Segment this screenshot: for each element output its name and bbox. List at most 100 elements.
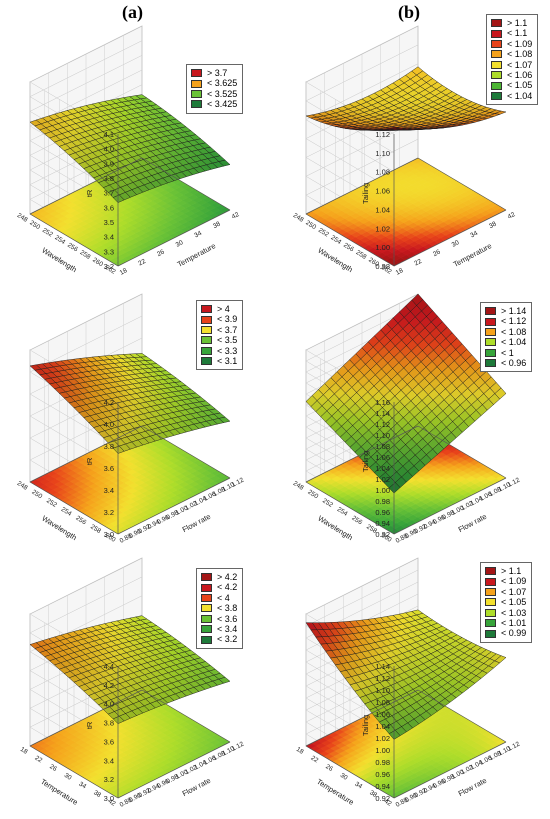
z-tick-label: 3.2 (104, 508, 114, 517)
legend-swatch (491, 19, 502, 28)
z-tick-label: 1.08 (375, 442, 390, 451)
legend-label: < 1.04 (501, 337, 527, 348)
z-tick-label: 4.0 (104, 145, 114, 154)
legend-entry: < 1.05 (485, 597, 526, 607)
surface-plot-b1: 0.981.001.021.041.061.081.101.12Tailing2… (292, 25, 517, 277)
z-tick-label: 1.10 (375, 149, 390, 158)
z-tick-label: 0.98 (375, 497, 390, 506)
legend-entry: < 3.2 (201, 634, 237, 644)
axis-edge (305, 213, 395, 267)
y-tick-label: 248 (292, 212, 305, 224)
z-tick-label: 3.6 (104, 737, 114, 746)
z-tick-label: 3.3 (104, 247, 114, 256)
axis-edge (417, 425, 507, 479)
legend-label: < 3.2 (217, 634, 238, 645)
x-tick-label: 34 (469, 230, 479, 240)
legend-entry: > 1.1 (485, 566, 526, 576)
z-tick-label: 3.0 (104, 794, 114, 803)
y-tick-label: 250 (30, 489, 43, 501)
x-tick-label: 26 (432, 248, 442, 258)
legend-swatch (201, 357, 212, 366)
legend-entry: > 1.1 (491, 18, 532, 28)
y-tick-label: 34 (77, 781, 87, 791)
legend-swatch (485, 619, 496, 628)
axis-edge (141, 689, 231, 743)
z-tick-label: 3.9 (104, 159, 114, 168)
legend-entry: < 1.08 (485, 327, 526, 337)
z-tick-label: 1.06 (375, 710, 390, 719)
y-tick-label: 38 (368, 789, 378, 799)
x-tick-label: 26 (156, 248, 166, 258)
x-tick-label: 18 (119, 267, 129, 277)
x-tick-label: 1.12 (231, 740, 246, 752)
z-axis-label: Tailing (361, 451, 370, 472)
z-tick-label: 0.94 (375, 519, 390, 528)
x-axis-label: Flow rate (181, 512, 212, 534)
z-tick-label: 3.4 (104, 233, 114, 242)
legend-swatch (491, 71, 502, 80)
legend-entry: < 3.6 (201, 614, 237, 624)
z-tick-label: 3.4 (104, 756, 114, 765)
legend-entry: < 1.09 (485, 576, 526, 586)
legend-label: < 3.8 (217, 603, 238, 614)
legend-label: < 3.9 (217, 314, 238, 325)
y-tick-label: 34 (353, 781, 363, 791)
z-tick-label: 0.94 (375, 782, 390, 791)
legend-label: < 1.08 (501, 326, 527, 337)
z-tick-label: 1.16 (375, 398, 390, 407)
legend-a1: > 3.7 < 3.625 < 3.525 < 3.425 (186, 64, 244, 114)
axis-edge (393, 209, 507, 267)
chart-panel-b3: 0.92 0.94 0.96 0.98 1.00 1.02 1.04 1.06 1.08 1.10… (276, 546, 548, 818)
legend-label: < 3.7 (217, 324, 238, 335)
y-tick-label: 252 (321, 497, 334, 509)
legend-label: < 0.96 (501, 358, 527, 369)
z-tick-label: 3.5 (104, 218, 114, 227)
z-tick-label: 0.96 (375, 770, 390, 779)
x-tick-label: 1.12 (507, 476, 522, 488)
legend-label: < 1.07 (501, 586, 527, 597)
z-tick-label: 0.98 (375, 262, 390, 271)
y-tick-label: 260 (367, 257, 380, 269)
legend-label: < 3.4 (217, 624, 238, 635)
z-tick-label: 1.10 (375, 431, 390, 440)
x-tick-label: 22 (413, 258, 423, 268)
z-tick-label: 1.10 (375, 686, 390, 695)
legend-label: < 3.625 (207, 78, 238, 89)
z-axis-label: tR (85, 457, 94, 465)
axis-edge (393, 477, 507, 535)
legend-swatch (201, 614, 212, 623)
z-tick-label: 4.4 (104, 662, 114, 671)
chart-panel-a2: 3.0 3.2 3.4 3.6 3.8 4.0 4.2 tR 248 250 252 254 256 25… (0, 282, 272, 554)
legend-a2: > 4 < 3.9 < 3.7 < 3.5 < 3.3 < 3.1 (196, 300, 244, 371)
y-tick-label: 262 (104, 264, 117, 276)
x-tick-label: 38 (212, 220, 222, 230)
legend-entry: < 1.06 (491, 70, 532, 80)
legend-entry: < 1.09 (491, 39, 532, 49)
y-tick-label: 256 (350, 515, 363, 527)
legend-swatch (201, 326, 212, 335)
legend-label: > 1.1 (501, 566, 522, 576)
legend-b2: > 1.14 < 1.12 < 1.08 < 1.04 < 1 < 0.96 (480, 302, 533, 373)
legend-swatch (485, 567, 496, 576)
legend-entry: < 3.3 (201, 346, 237, 356)
legend-label: < 1.05 (507, 80, 533, 91)
x-tick-label: 42 (231, 211, 241, 221)
chart-panel-a1: 3.2 3.3 3.4 3.5 3.6 3.7 3.8 3.9 4.0 4.1 tR 248 250 25… (0, 14, 272, 286)
legend-label: > 4.2 (217, 572, 238, 582)
legend-entry: < 1.07 (485, 587, 526, 597)
legend-label: < 3.3 (217, 345, 238, 356)
y-tick-label: 248 (16, 212, 29, 224)
axis-edge (305, 481, 395, 535)
z-tick-label: 3.6 (104, 203, 114, 212)
z-tick-label: 1.02 (375, 475, 390, 484)
y-tick-label: 262 (380, 264, 393, 276)
legend-label: > 1.1 (507, 18, 528, 28)
y-tick-label: 252 (45, 497, 58, 509)
y-tick-label: 30 (63, 772, 73, 782)
legend-entry: < 1.04 (485, 337, 526, 347)
y-tick-label: 258 (89, 523, 102, 535)
legend-label: < 3.425 (207, 99, 238, 110)
legend-label: < 1.1 (507, 28, 528, 39)
legend-entry: < 3.625 (191, 78, 237, 88)
y-tick-label: 254 (60, 506, 73, 518)
